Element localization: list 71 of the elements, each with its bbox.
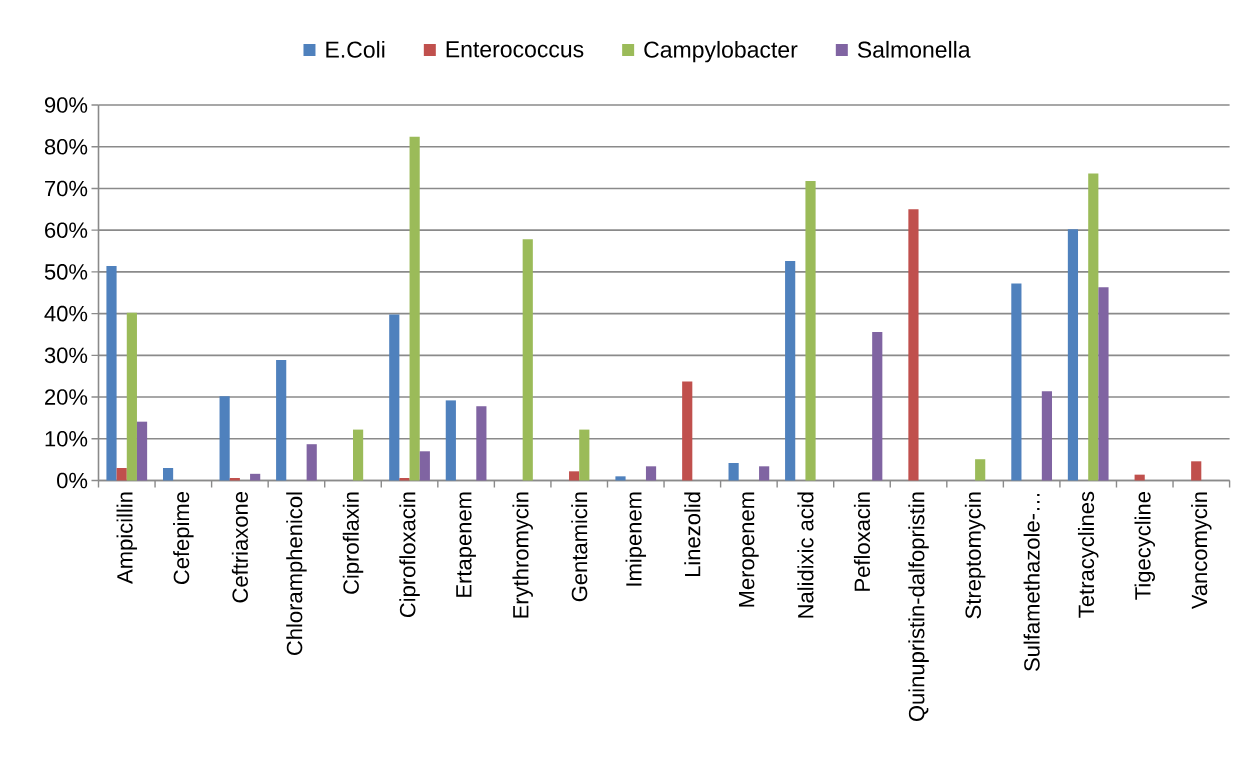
x-tick-label: Chloramphenicol: [286, 492, 307, 655]
x-tick-label: Ertapenem: [456, 492, 476, 597]
bar: [579, 429, 590, 481]
bar: [419, 451, 430, 481]
bar: [276, 359, 287, 481]
y-tick-label: 50%: [44, 264, 88, 280]
bar: [805, 180, 816, 481]
bar: [785, 261, 796, 481]
x-tick-label: Erythromycin: [512, 492, 533, 618]
bar: [645, 466, 657, 481]
bar: [389, 314, 400, 481]
y-tick-label: 20%: [45, 389, 88, 405]
bar: [306, 444, 317, 481]
x-tick-label: Gentamicin: [571, 492, 588, 602]
x-tick-label: Pefloxacin: [853, 492, 871, 591]
x-tick-label: Ciproflaxin: [342, 492, 364, 594]
legend-label: Salmonella: [857, 40, 971, 58]
y-tick-label: 0%: [57, 472, 88, 489]
y-tick-label: 40%: [44, 305, 88, 322]
x-tick-label: Tigecycline: [1134, 492, 1156, 600]
bar: [229, 478, 240, 481]
y-tick-label: 60%: [45, 222, 88, 238]
bar: [522, 239, 533, 481]
x-tick-label: Tetracyclines: [1077, 491, 1099, 618]
bar: [1011, 283, 1022, 481]
x-tick-label: Ciprofloxacin: [399, 492, 420, 618]
x-tick-label: Linezolid: [684, 492, 701, 577]
bar: [759, 466, 770, 481]
y-tick-label: 80%: [44, 138, 88, 155]
bar: [399, 478, 410, 481]
bar: [409, 136, 420, 481]
bar: [219, 396, 230, 481]
x-tick-label: Meropenem: [739, 492, 759, 607]
bar: [116, 467, 127, 481]
bar: [1088, 173, 1099, 481]
legend-label: Campylobacter: [644, 40, 798, 63]
bar: [1041, 391, 1053, 481]
bar: [445, 400, 456, 481]
x-tick-label: Cefepime: [173, 492, 194, 585]
x-tick-label: Quinupristin-dalfopristin: [908, 492, 929, 722]
bar: [908, 209, 919, 481]
x-tick-label: Ceftriaxone: [231, 492, 248, 603]
bar: [353, 429, 364, 481]
y-tick-label: 90%: [44, 97, 88, 113]
bar: [975, 459, 986, 481]
bar: [569, 471, 580, 481]
x-tick-label: Ampicillin: [116, 492, 138, 584]
bar: [1191, 461, 1202, 481]
bar: [1134, 474, 1145, 481]
bar: [126, 312, 137, 481]
bar: [1067, 229, 1079, 481]
bar: [476, 406, 487, 481]
legend-label: E.Coli: [326, 40, 385, 58]
bar: [682, 381, 693, 481]
x-tick-label: Nalidixic acid: [797, 492, 814, 618]
x-tick-label: Sulfamethazole-…: [1023, 494, 1040, 671]
bar: [1098, 287, 1109, 481]
bar: [136, 421, 148, 481]
x-tick-label: Streptomycin: [964, 492, 986, 619]
bar: [162, 467, 174, 481]
y-tick-label: 70%: [45, 180, 88, 197]
bar: [106, 266, 117, 481]
bar: [728, 462, 739, 481]
x-tick-label: Vancomycin: [1191, 492, 1212, 610]
bar: [250, 473, 261, 481]
legend-label: Enterococcus: [446, 41, 584, 58]
y-tick-label: 10%: [45, 430, 88, 447]
bar: [615, 476, 626, 481]
bar: [872, 331, 883, 481]
x-tick-label: Imipenem: [625, 492, 647, 586]
y-tick-label: 30%: [44, 347, 88, 364]
